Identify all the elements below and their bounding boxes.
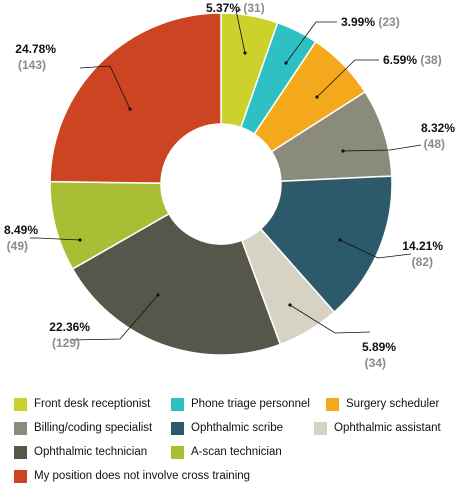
slice-percent-label: 3.99% [341,15,378,29]
leader-line [342,144,422,152]
slice-count-label: (49) [7,239,28,253]
slice-percent-label: 14.21% [402,239,443,253]
leader-dot [288,303,292,307]
leader-dot [341,149,345,153]
legend-swatch [14,445,27,459]
legend-label: Surgery scheduler [346,398,440,410]
leader-line [339,239,412,259]
slice-count-label: (34) [365,356,386,370]
leader-dot [243,51,247,55]
slice-percent-label: 5.89% [362,340,396,354]
donut-slice [71,212,282,356]
slice-percent-label: 6.59% [383,53,420,67]
legend-item-a-scan-technician: A-scan technician [171,445,282,459]
legend-label: Ophthalmic technician [34,446,148,458]
slice-count-label: (31) [243,1,264,15]
leader-dot [156,293,160,297]
slice-count-label: (38) [420,53,441,67]
leader-line [316,59,379,98]
legend-label: Ophthalmic assistant [334,422,441,434]
leader-dot [284,61,288,65]
donut-chart: 5.37% (31) 3.99% (23) 6.59% (38) 8.32% (48) 1… [4,1,455,370]
slice-count-label: (23) [378,15,399,29]
legend-item-front-desk: Front desk receptionist [14,397,171,411]
donut-slice [259,175,393,314]
leader-dot [78,238,82,242]
slice-count-label: (129) [52,336,80,350]
slice-label: 5.37% (31) [206,1,265,15]
legend-swatch [14,469,27,483]
leader-dot [338,238,342,242]
slice-percent-label: 8.49% [4,223,38,237]
legend-label: Billing/coding specialist [34,422,153,434]
slice-percent-label: 5.37% [206,1,243,15]
legend-swatch [326,397,339,411]
leader-line [71,294,159,341]
legend-item-no-cross-training: My position does not involve cross train… [14,469,251,483]
slice-label: 6.59% (38) [383,53,442,67]
slice-percent-label: 8.32% [421,121,455,135]
slice-count-label: (82) [412,255,433,269]
legend-swatch [171,397,184,411]
legend-swatch [171,445,184,459]
leader-line [79,65,131,110]
legend-label: Ophthalmic scribe [191,422,284,434]
legend-item-ophthalmic-technician: Ophthalmic technician [14,445,171,459]
legend-label: A-scan technician [191,446,282,458]
legend-label: My position does not involve cross train… [34,470,251,482]
legend-item-ophthalmic-assistant: Ophthalmic assistant [314,421,441,435]
chart-legend: Front desk receptionist Phone triage per… [14,392,450,488]
slice-count-label: (143) [18,58,46,72]
legend-swatch [171,421,184,435]
legend-swatch [14,397,27,411]
legend-item-ophthalmic-scribe: Ophthalmic scribe [171,421,314,435]
leader-line [30,237,81,241]
legend-item-phone-triage: Phone triage personnel [171,397,326,411]
leader-line [235,9,246,54]
legend-swatch [14,421,27,435]
legend-item-surgery-scheduler: Surgery scheduler [326,397,440,411]
leader-dot [128,107,132,111]
legend-item-billing-coding: Billing/coding specialist [14,421,171,435]
leader-line [289,304,371,334]
legend-swatch [314,421,327,435]
slice-percent-label: 24.78% [15,42,56,56]
slice-percent-label: 22.36% [49,320,90,334]
leader-dot [315,95,319,99]
donut-slice [49,12,222,184]
slice-label: 3.99% (23) [341,15,400,29]
legend-label: Phone triage personnel [191,398,310,410]
slice-count-label: (48) [424,137,445,151]
legend-label: Front desk receptionist [34,398,151,410]
leader-line [285,21,337,64]
